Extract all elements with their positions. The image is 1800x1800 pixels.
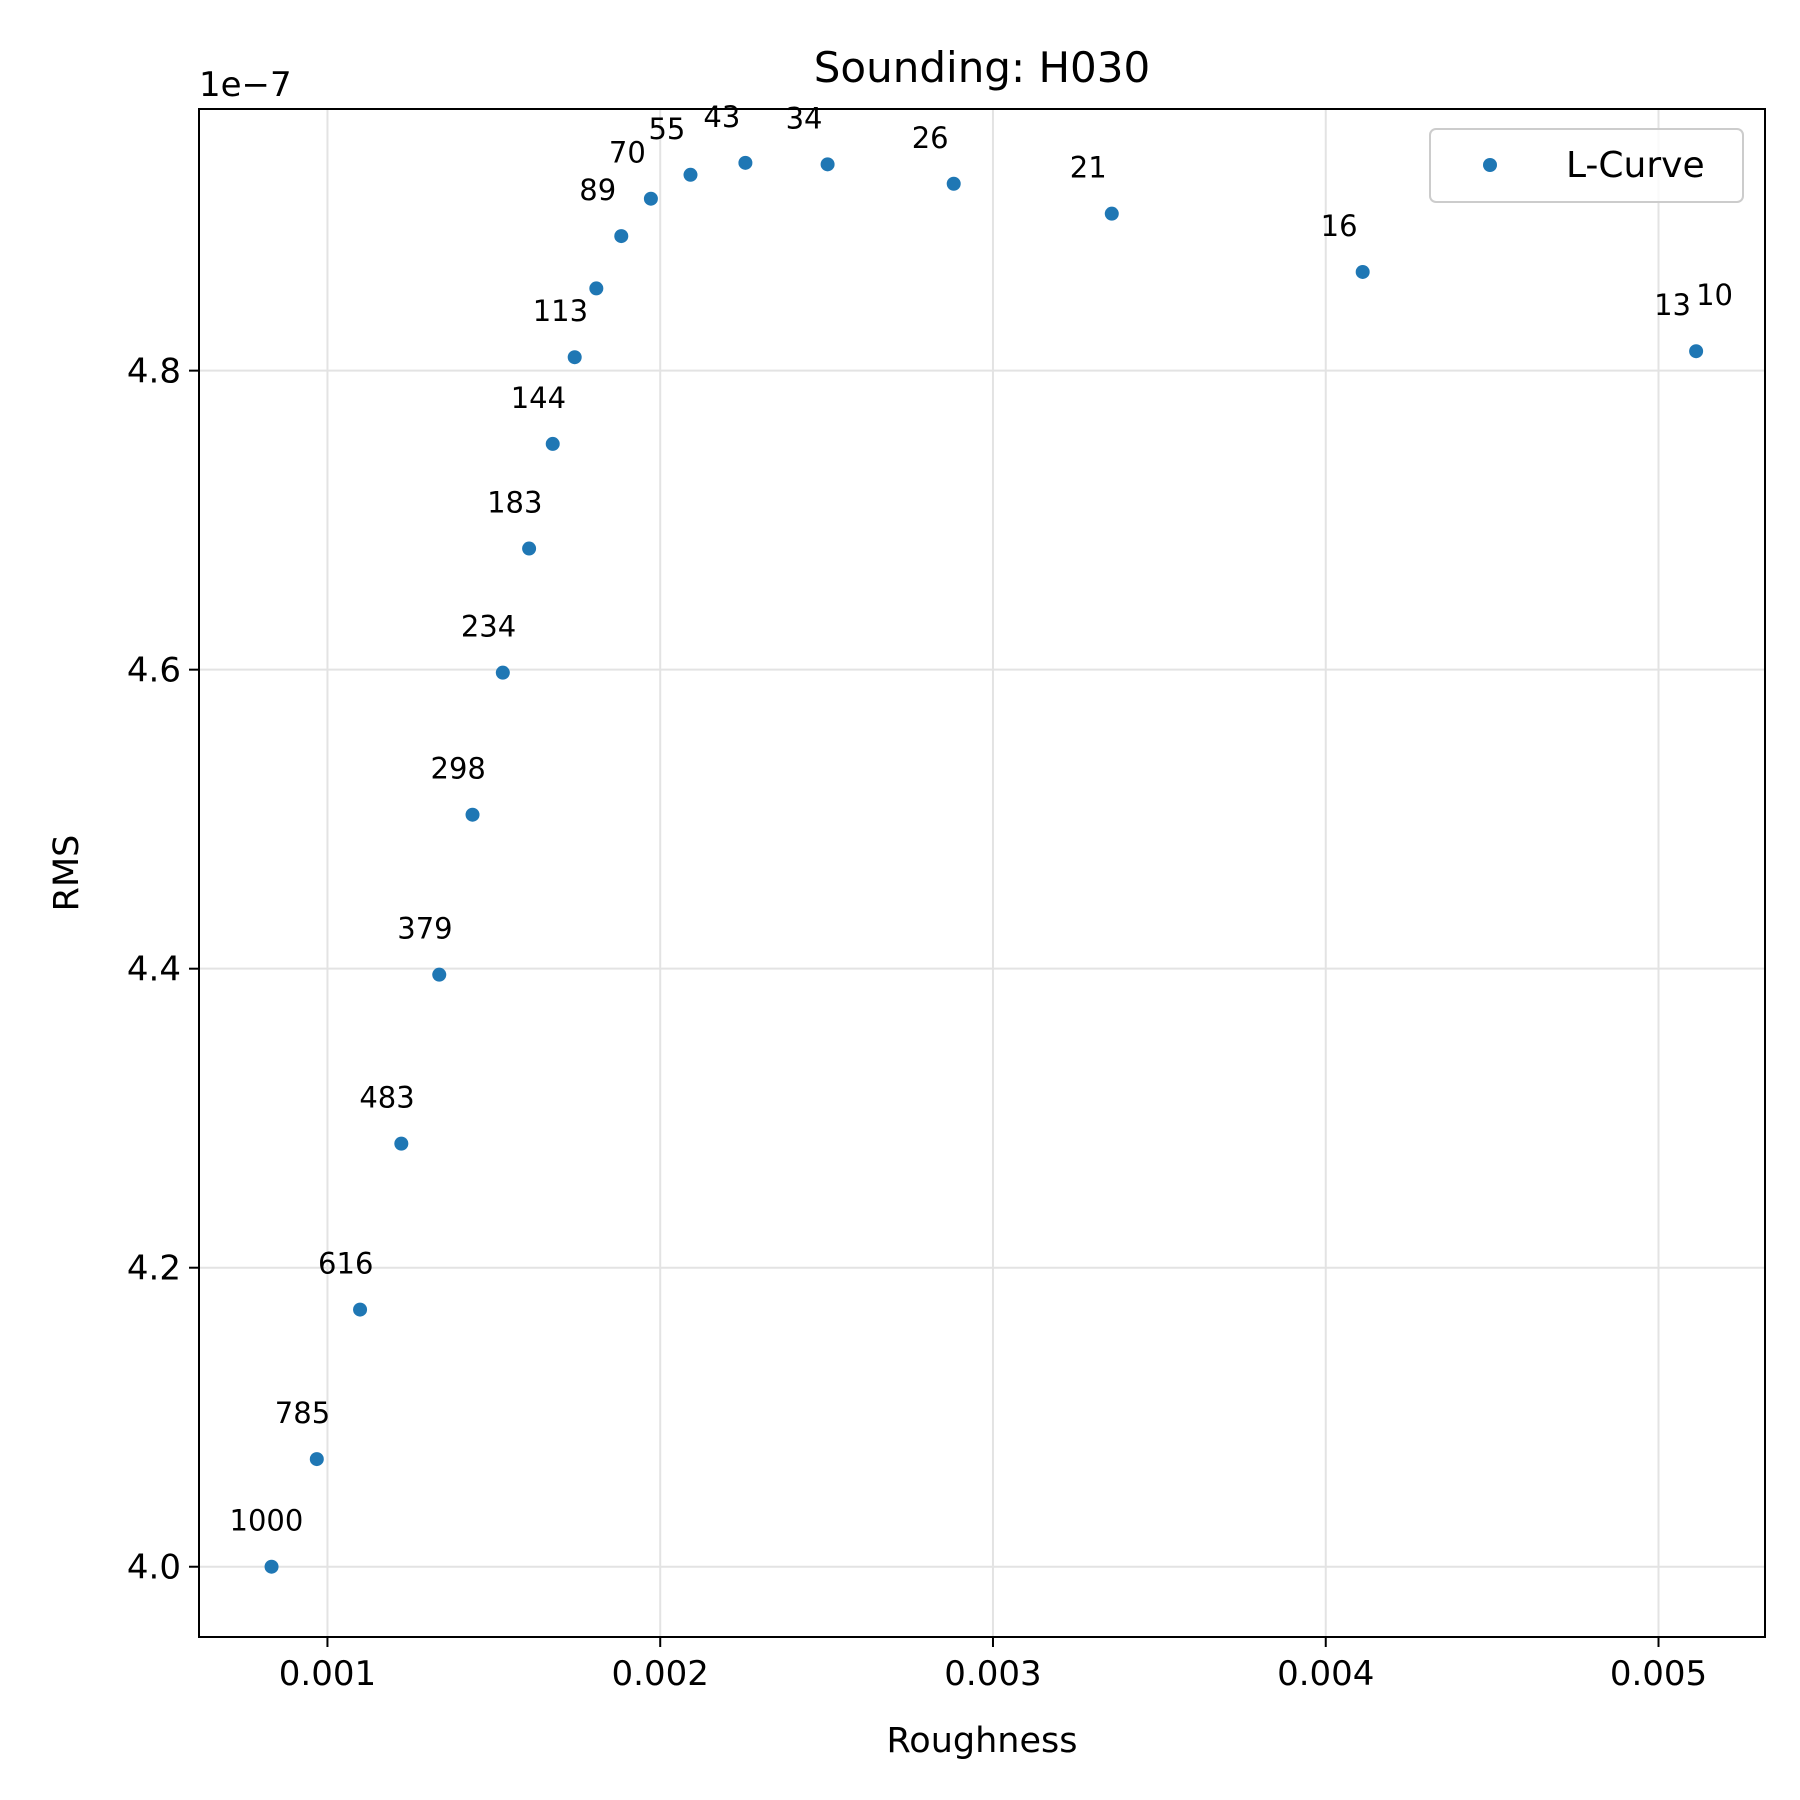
data-points bbox=[264, 155, 1704, 1574]
data-point bbox=[1689, 344, 1704, 359]
data-point bbox=[353, 1302, 368, 1317]
point-label: 483 bbox=[359, 1081, 414, 1115]
point-label: 55 bbox=[648, 112, 685, 146]
data-point bbox=[643, 191, 658, 206]
data-point bbox=[946, 176, 961, 191]
point-label: 379 bbox=[397, 912, 452, 946]
chart-title: Sounding: H030 bbox=[814, 43, 1150, 92]
point-label: 16 bbox=[1321, 209, 1358, 243]
point-label: 298 bbox=[431, 752, 486, 786]
point-label: 113 bbox=[533, 294, 588, 328]
y-axis-offset-label: 1e−7 bbox=[199, 65, 292, 105]
data-point bbox=[1355, 264, 1370, 279]
x-tick-label: 0.003 bbox=[944, 1654, 1041, 1694]
point-label: 89 bbox=[579, 173, 616, 207]
point-label: 13 bbox=[1654, 288, 1691, 322]
x-axis-label: Roughness bbox=[887, 1721, 1078, 1761]
data-point bbox=[1104, 206, 1119, 221]
y-axis-label: RMS bbox=[47, 835, 87, 912]
legend-box bbox=[1429, 128, 1744, 203]
data-point bbox=[545, 436, 560, 451]
point-label: 34 bbox=[786, 101, 823, 135]
y-tick-label: 4.4 bbox=[127, 950, 181, 990]
data-point bbox=[567, 350, 582, 365]
legend-entry-l-curve: L-Curve bbox=[1566, 145, 1705, 186]
grid-lines bbox=[199, 109, 1765, 1637]
data-point bbox=[309, 1452, 324, 1467]
y-tick-label: 4.8 bbox=[127, 352, 181, 392]
data-point bbox=[589, 281, 604, 296]
point-label: 785 bbox=[275, 1396, 330, 1430]
y-tick-label: 4.0 bbox=[127, 1548, 181, 1588]
y-tick-label: 4.6 bbox=[127, 651, 181, 691]
legend: L-Curve bbox=[1429, 128, 1744, 203]
point-label: 616 bbox=[318, 1247, 373, 1281]
x-tick-label: 0.001 bbox=[279, 1654, 376, 1694]
data-point bbox=[614, 229, 629, 244]
x-tick-label: 0.002 bbox=[612, 1654, 709, 1694]
point-label: 183 bbox=[487, 486, 542, 520]
x-tick-label: 0.005 bbox=[1610, 1654, 1707, 1694]
data-point bbox=[394, 1136, 409, 1151]
x-tick-label: 0.004 bbox=[1277, 1654, 1374, 1694]
plot-frame bbox=[198, 108, 1766, 1638]
point-label: 43 bbox=[703, 100, 740, 134]
point-label: 144 bbox=[511, 381, 566, 415]
data-point bbox=[432, 967, 447, 982]
point-label: 26 bbox=[912, 121, 949, 155]
point-label: 234 bbox=[461, 610, 516, 644]
data-point bbox=[683, 167, 698, 182]
data-point bbox=[465, 807, 480, 822]
data-point bbox=[738, 155, 753, 170]
point-label: 70 bbox=[609, 136, 646, 170]
y-tick-label: 4.2 bbox=[127, 1249, 181, 1289]
data-point bbox=[820, 157, 835, 172]
point-label: 10 bbox=[1696, 278, 1733, 312]
legend-marker bbox=[1483, 158, 1497, 172]
axis-ticks: 0.001 0.002 0.003 0.004 0.005 4.0 4.2 4.4 4.6 4.8 bbox=[127, 352, 1707, 1694]
data-point bbox=[264, 1559, 279, 1574]
point-label: 21 bbox=[1070, 151, 1107, 185]
data-point bbox=[522, 541, 537, 556]
data-point bbox=[495, 665, 510, 680]
point-label: 1000 bbox=[230, 1504, 304, 1538]
